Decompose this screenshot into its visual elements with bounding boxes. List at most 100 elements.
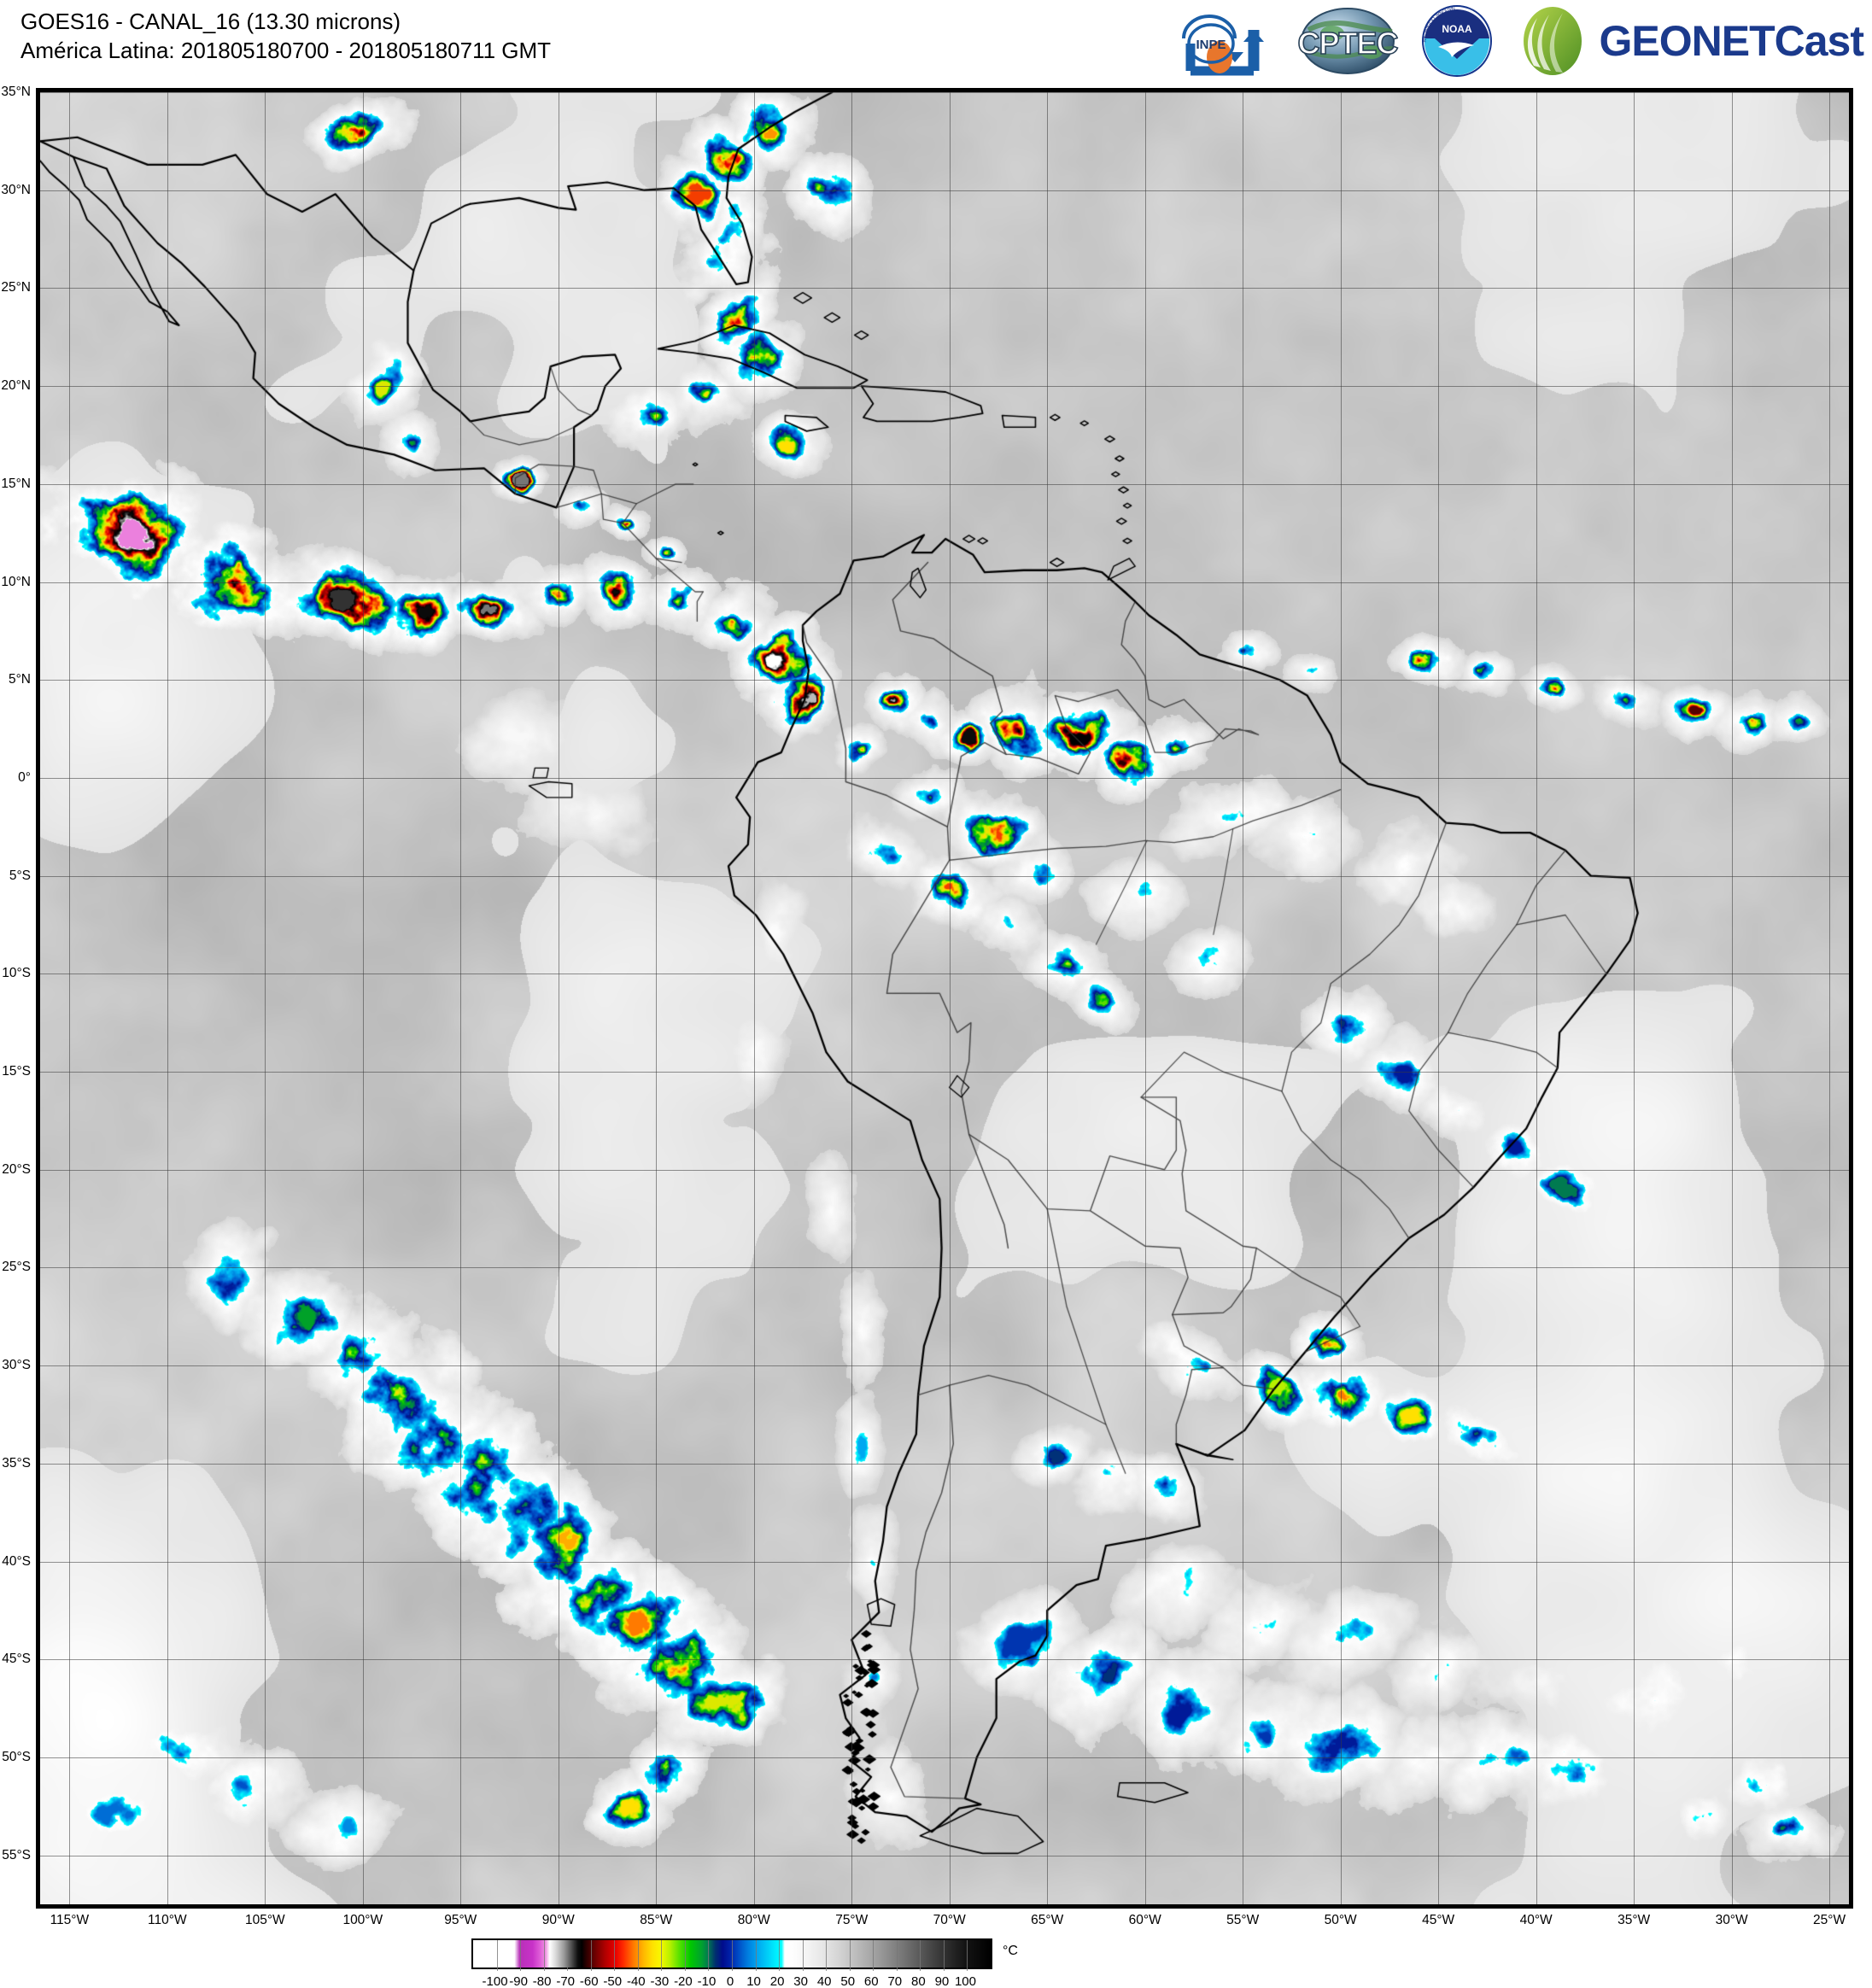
colorbar-tick-label: 30 bbox=[793, 1974, 808, 1988]
colorbar-tick-label: -20 bbox=[674, 1974, 693, 1988]
colorbar-tick bbox=[943, 1940, 945, 1971]
frame-tick bbox=[167, 88, 265, 92]
grid-parallel bbox=[40, 680, 1849, 681]
frame-tick bbox=[36, 1170, 40, 1268]
grid-parallel bbox=[40, 777, 1849, 779]
satellite-map[interactable] bbox=[36, 88, 1853, 1909]
frame-tick bbox=[1849, 190, 1853, 289]
frame-tick bbox=[1849, 582, 1853, 681]
latitude-label: 25°S bbox=[2, 1260, 31, 1275]
colorbar-tick bbox=[708, 1940, 710, 1971]
frame-tick bbox=[36, 1072, 40, 1170]
frame-tick bbox=[36, 92, 40, 190]
latitude-label: 40°S bbox=[2, 1553, 31, 1569]
latitude-label: 10°N bbox=[1, 574, 31, 589]
grid-meridian bbox=[362, 92, 364, 1904]
longitude-label: 100°W bbox=[342, 1913, 383, 1927]
colorbar-tick bbox=[732, 1940, 733, 1971]
colorbar-tick-label: -90 bbox=[509, 1974, 528, 1988]
frame-tick bbox=[363, 88, 460, 92]
colorbar-unit-label: °C bbox=[1003, 1944, 1018, 1958]
colorbar-tick bbox=[920, 1940, 921, 1971]
colorbar-tick bbox=[849, 1940, 851, 1971]
frame-tick bbox=[460, 88, 558, 92]
frame-tick bbox=[36, 876, 40, 974]
frame-tick bbox=[36, 582, 40, 681]
frame-tick bbox=[1849, 876, 1853, 974]
frame-tick bbox=[1341, 88, 1438, 92]
colorbar-tick bbox=[896, 1940, 898, 1971]
colorbar-tick-label: -40 bbox=[626, 1974, 646, 1988]
frame-tick bbox=[1849, 974, 1853, 1072]
frame-tick bbox=[1732, 1904, 1829, 1909]
frame-tick bbox=[69, 1904, 167, 1909]
frame-tick bbox=[265, 1904, 362, 1909]
frame-tick bbox=[1849, 1365, 1853, 1464]
longitude-label: 55°W bbox=[1226, 1913, 1260, 1927]
frame-tick bbox=[1634, 1904, 1731, 1909]
frame-tick bbox=[36, 1267, 40, 1365]
longitude-label: 75°W bbox=[835, 1913, 869, 1927]
frame-tick bbox=[36, 190, 40, 289]
frame-tick bbox=[265, 88, 362, 92]
grid-meridian bbox=[1144, 92, 1146, 1904]
colorbar-tick bbox=[614, 1940, 616, 1971]
longitude-axis: 115°W 110°W 105°W 100°W 95°W 90°W 85°W 80°W 75°W… bbox=[36, 1913, 1853, 1937]
colorbar-tick bbox=[637, 1940, 639, 1971]
frame-tick bbox=[1849, 680, 1853, 778]
longitude-label: 60°W bbox=[1128, 1913, 1161, 1927]
colorbar-tick bbox=[684, 1940, 686, 1971]
frame-tick bbox=[1047, 88, 1144, 92]
frame-tick bbox=[36, 1659, 40, 1757]
colorbar-tick-label: 100 bbox=[954, 1974, 976, 1988]
colorbar-tick-marks bbox=[473, 1940, 994, 1971]
colorbar-tick bbox=[779, 1940, 781, 1971]
longitude-label: 90°W bbox=[541, 1913, 575, 1927]
colorbar-tick-labels: -100 -90 -80 -70 -60 -50 -40 -30 -20 -10 0 10 20 30 40… bbox=[471, 1974, 992, 1988]
colorbar-tick-label: -100 bbox=[482, 1974, 508, 1988]
frame-tick bbox=[36, 778, 40, 876]
frame-tick bbox=[36, 1365, 40, 1464]
longitude-label: 30°W bbox=[1715, 1913, 1748, 1927]
frame-tick bbox=[851, 88, 949, 92]
frame-tick bbox=[851, 1904, 949, 1909]
longitude-label: 95°W bbox=[444, 1913, 477, 1927]
grid-meridian bbox=[1438, 92, 1440, 1904]
grid-meridian bbox=[753, 92, 755, 1904]
grid-meridian bbox=[1340, 92, 1342, 1904]
latitude-label: 45°S bbox=[2, 1652, 31, 1667]
colorbar-tick-label: -50 bbox=[603, 1974, 623, 1988]
geonetcast-leaf-icon bbox=[1524, 7, 1582, 75]
frame-tick bbox=[363, 1904, 460, 1909]
svg-text:NOAA: NOAA bbox=[1442, 23, 1473, 35]
frame-tick bbox=[1849, 778, 1853, 876]
longitude-label: 50°W bbox=[1324, 1913, 1357, 1927]
colorbar-tick bbox=[755, 1940, 757, 1971]
grid-meridian bbox=[851, 92, 853, 1904]
colorbar-tick bbox=[661, 1940, 663, 1971]
colorbar-tick bbox=[543, 1940, 545, 1971]
colorbar-tick-label: 10 bbox=[746, 1974, 761, 1988]
frame-tick bbox=[36, 974, 40, 1072]
colorbar-tick bbox=[520, 1940, 522, 1971]
grid-parallel bbox=[40, 1365, 1849, 1367]
frame-tick bbox=[1732, 88, 1829, 92]
frame-tick bbox=[1341, 1904, 1438, 1909]
grid-parallel bbox=[40, 1267, 1849, 1269]
longitude-label: 45°W bbox=[1422, 1913, 1455, 1927]
frame-tick bbox=[1634, 88, 1731, 92]
frame-tick bbox=[950, 1904, 1047, 1909]
latitude-label: 30°N bbox=[1, 182, 31, 197]
latitude-label: 10°S bbox=[2, 966, 31, 981]
colorbar-tick-label: 0 bbox=[726, 1974, 734, 1988]
latitude-label: 30°S bbox=[2, 1358, 31, 1373]
frame-tick bbox=[1849, 92, 1853, 190]
colorbar-tick-label: -80 bbox=[532, 1974, 552, 1988]
longitude-label: 70°W bbox=[933, 1913, 966, 1927]
noaa-logo: NOAA NATIONAL OCEANIC AND ATMOSPHERIC AD… bbox=[1414, 4, 1500, 78]
frame-tick bbox=[36, 1562, 40, 1660]
longitude-label: 80°W bbox=[737, 1913, 770, 1927]
latitude-label: 5°S bbox=[9, 868, 31, 883]
frame-tick bbox=[1849, 1464, 1853, 1562]
title-block: GOES16 - CANAL_16 (13.30 microns) Améric… bbox=[20, 7, 551, 65]
